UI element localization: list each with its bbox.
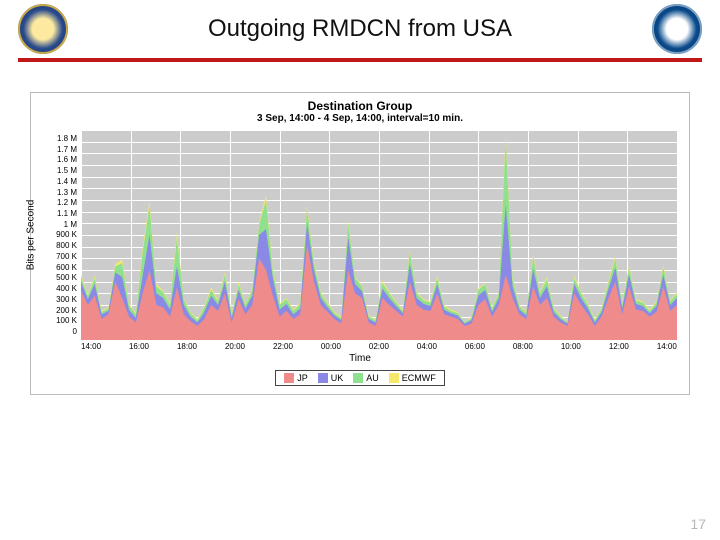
legend-label: AU [366, 373, 379, 383]
x-tick-label: 14:00 [81, 342, 101, 351]
y-tick-label: 400 K [47, 284, 77, 293]
series-jp [81, 244, 677, 340]
y-tick-label: 1.7 M [47, 145, 77, 154]
y-tick-label: 0 [47, 327, 77, 336]
legend-label: ECMWF [402, 373, 436, 383]
legend-label: UK [331, 373, 344, 383]
plot-area [81, 130, 677, 340]
y-tick-label: 900 K [47, 230, 77, 239]
x-tick-label: 14:00 [657, 342, 677, 351]
legend-item-au: AU [353, 373, 379, 383]
y-tick-label: 100 K [47, 316, 77, 325]
y-tick-label: 1.8 M [47, 134, 77, 143]
legend-label: JP [297, 373, 308, 383]
x-tick-label: 00:00 [321, 342, 341, 351]
legend-item-uk: UK [318, 373, 344, 383]
y-axis-ticks: 1.8 M 1.7 M1.6 M 1.5 M 1.4 M 1.3 M1.2 M 1.1 M… [47, 130, 81, 340]
x-tick-label: 10:00 [561, 342, 581, 351]
y-tick-label: 1.5 M [47, 166, 77, 175]
y-tick-label: 1.6 M [47, 155, 77, 164]
y-tick-label: 300 K [47, 295, 77, 304]
y-tick-label: 1.2 M [47, 198, 77, 207]
legend-swatch-icon [389, 373, 399, 383]
x-tick-label: 18:00 [177, 342, 197, 351]
page-number: 17 [690, 516, 706, 532]
legend: JP UK AU ECMWF [275, 370, 445, 386]
legend-swatch-icon [318, 373, 328, 383]
chart-title: Destination Group [31, 99, 689, 113]
x-axis-label: Time [31, 353, 689, 364]
slide-header: Outgoing RMDCN from USA [0, 0, 720, 54]
x-tick-label: 08:00 [513, 342, 533, 351]
x-tick-label: 02:00 [369, 342, 389, 351]
y-tick-label: 1 M [47, 220, 77, 229]
page-title: Outgoing RMDCN from USA [68, 15, 652, 43]
x-tick-label: 20:00 [225, 342, 245, 351]
chart-subtitle: 3 Sep, 14:00 - 4 Sep, 14:00, interval=10… [31, 113, 689, 124]
noaa-seal-icon [652, 4, 702, 54]
y-tick-label: 500 K [47, 273, 77, 282]
y-tick-label: 600 K [47, 263, 77, 272]
x-tick-label: 22:00 [273, 342, 293, 351]
y-tick-label: 1.3 M [47, 188, 77, 197]
divider [18, 58, 702, 62]
commerce-seal-icon [18, 4, 68, 54]
x-tick-label: 16:00 [129, 342, 149, 351]
y-tick-label: 1.4 M [47, 177, 77, 186]
y-axis-label: Bits per Second [26, 200, 37, 271]
y-tick-label: 800 K [47, 241, 77, 250]
x-tick-label: 04:00 [417, 342, 437, 351]
y-tick-label: 200 K [47, 306, 77, 315]
legend-swatch-icon [284, 373, 294, 383]
legend-item-jp: JP [284, 373, 308, 383]
legend-swatch-icon [353, 373, 363, 383]
y-tick-label: 700 K [47, 252, 77, 261]
x-tick-label: 12:00 [609, 342, 629, 351]
chart-container: Destination Group 3 Sep, 14:00 - 4 Sep, … [30, 92, 690, 395]
x-tick-label: 06:00 [465, 342, 485, 351]
y-tick-label: 1.1 M [47, 209, 77, 218]
x-axis-ticks: 14:00 16:00 18:00 20:00 22:00 00:00 02:00 04:00… [81, 342, 677, 351]
legend-item-ecmwf: ECMWF [389, 373, 436, 383]
